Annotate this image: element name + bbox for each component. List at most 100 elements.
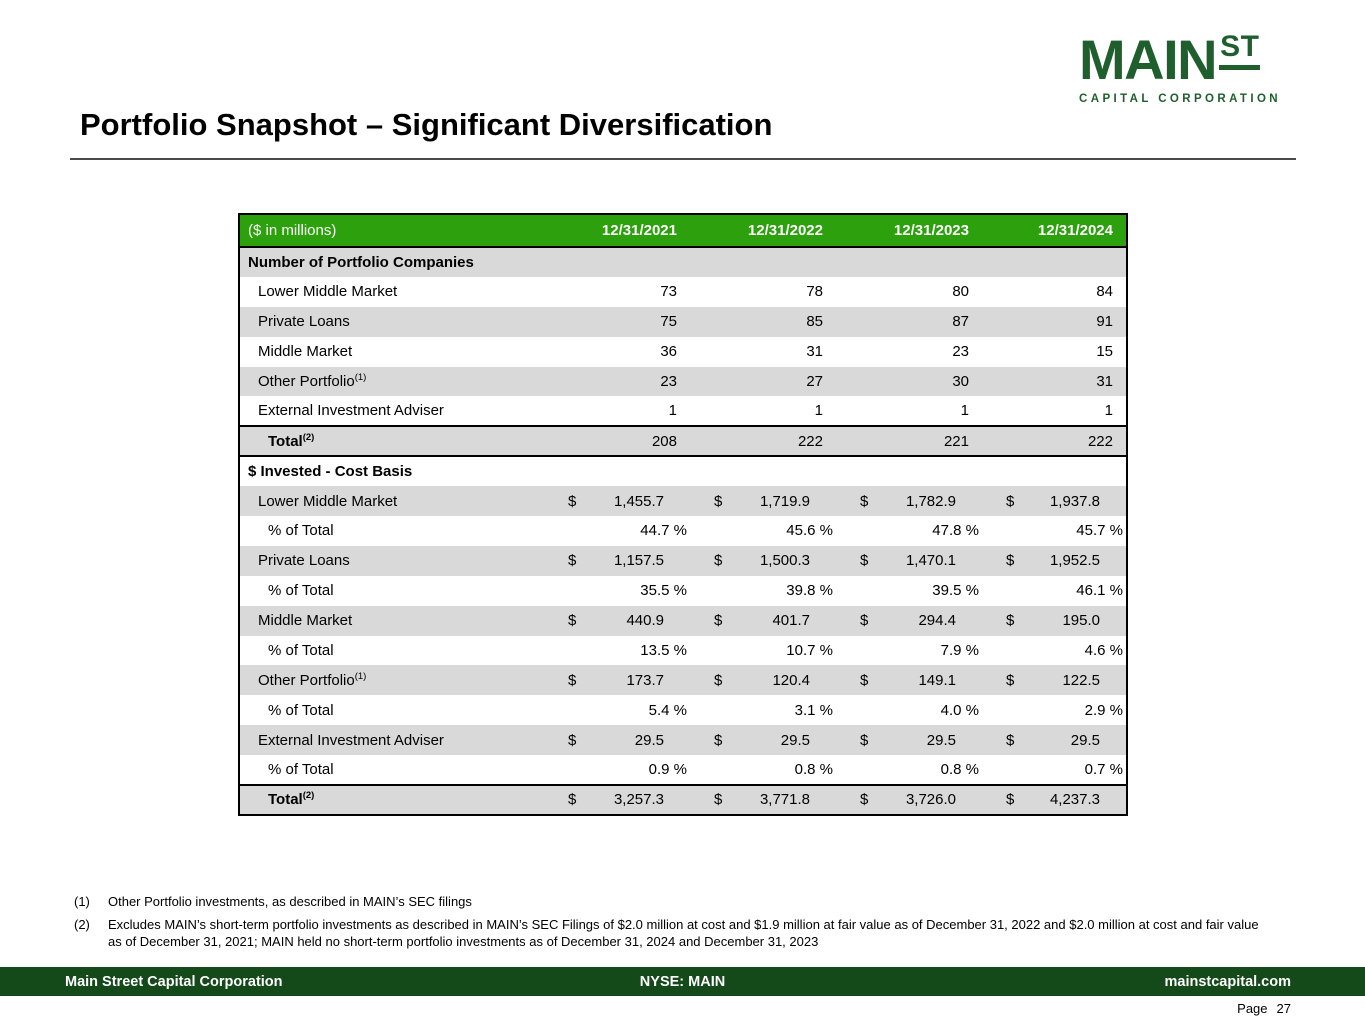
dollar-sign: $ <box>714 492 723 510</box>
table-row: % of Total 5.4 % 3.1 % 4.0 % 2.9 % <box>239 695 1127 726</box>
dollar-sign: $ <box>860 492 869 510</box>
footnote-1-text: Other Portfolio investments, as describe… <box>108 894 472 909</box>
dollar-value: 29.5 <box>926 731 956 749</box>
value-cell: 23 <box>952 343 969 361</box>
logo-subtitle: CAPITAL CORPORATION <box>1079 93 1281 105</box>
value-cell: 31 <box>1096 373 1113 390</box>
column-header-2024: 12/31/2024 <box>1037 222 1113 239</box>
row-label: Total(2) <box>268 790 315 809</box>
value-cell: 78 <box>806 283 823 301</box>
value-cell: 47.8 % <box>932 522 979 540</box>
value-cell: 10.7 % <box>786 642 833 660</box>
page-number-label: Page <box>1237 1001 1268 1016</box>
value-cell: $4,237.3 <box>982 785 1127 815</box>
table-row: Total(2) 208 222 221 222 <box>239 426 1127 457</box>
value-cell: $401.7 <box>690 606 836 636</box>
footer-website: mainstcapital.com <box>1164 973 1291 990</box>
value-cell: $120.4 <box>690 665 836 695</box>
units-header: ($ in millions) <box>248 222 337 239</box>
value-cell: 15 <box>1096 343 1113 361</box>
dollar-value: 122.5 <box>1062 671 1100 689</box>
table-row: $ Invested - Cost Basis <box>239 456 1127 487</box>
row-label: Total(2) <box>268 431 315 450</box>
row-label: External Investment Adviser <box>258 731 444 749</box>
dollar-value: 1,500.3 <box>759 552 810 570</box>
value-cell: 84 <box>1096 283 1113 301</box>
footnote-1-marker: (1) <box>74 894 90 909</box>
value-cell: $195.0 <box>982 606 1127 636</box>
page-number: Page 27 <box>1237 1001 1291 1016</box>
value-cell: $1,455.7 <box>544 486 690 516</box>
page-number-value: 27 <box>1276 1001 1291 1016</box>
dollar-sign: $ <box>1006 791 1015 809</box>
footer-company-name: Main Street Capital Corporation <box>65 973 283 990</box>
table-row: Other Portfolio(1) 23 27 30 31 <box>239 366 1127 397</box>
company-logo: MAIN ST CAPITAL CORPORATION <box>1079 28 1281 106</box>
table-header-row: ($ in millions) 12/31/2021 12/31/2022 12… <box>239 214 1127 247</box>
row-label: Other Portfolio(1) <box>258 372 367 390</box>
page-title: Portfolio Snapshot – Significant Diversi… <box>80 107 773 142</box>
dollar-sign: $ <box>860 671 869 689</box>
row-label: External Investment Adviser <box>258 402 444 420</box>
dollar-sign: $ <box>1006 552 1015 570</box>
value-cell: $3,726.0 <box>836 785 982 815</box>
dollar-sign: $ <box>714 671 723 689</box>
footnote-1: (1) Other Portfolio investments, as desc… <box>74 894 1270 910</box>
row-label: % of Total <box>268 642 334 660</box>
dollar-value: 294.4 <box>918 612 956 630</box>
dollar-value: 1,937.8 <box>1049 492 1100 510</box>
table-row: Other Portfolio(1) $173.7 $120.4 $149.1 $122… <box>239 665 1127 696</box>
value-cell: $1,782.9 <box>836 486 982 516</box>
logo-main-text: MAIN <box>1079 28 1218 91</box>
dollar-sign: $ <box>1006 492 1015 510</box>
row-label: Middle Market <box>258 612 353 630</box>
footnote-2: (2) Excludes MAIN’s short-term portfolio… <box>74 917 1270 950</box>
dollar-sign: $ <box>568 731 577 749</box>
dollar-sign: $ <box>1006 612 1015 630</box>
value-cell: 80 <box>952 283 969 301</box>
value-cell: 39.8 % <box>786 582 833 600</box>
value-cell: $1,719.9 <box>690 486 836 516</box>
value-cell: $29.5 <box>690 725 836 755</box>
row-label: % of Total <box>268 522 334 540</box>
value-cell: 30 <box>952 373 969 390</box>
dollar-sign: $ <box>714 731 723 749</box>
row-label: % of Total <box>268 761 334 779</box>
value-cell: $29.5 <box>982 725 1127 755</box>
value-cell: 75 <box>660 313 677 331</box>
dollar-value: 3,771.8 <box>759 791 810 809</box>
value-cell: 4.6 % <box>1084 642 1123 660</box>
dollar-value: 1,719.9 <box>759 492 810 510</box>
row-label: Lower Middle Market <box>258 283 398 301</box>
value-cell: $1,157.5 <box>544 546 690 576</box>
dollar-sign: $ <box>1006 731 1015 749</box>
value-cell: 5.4 % <box>648 701 687 719</box>
value-cell: 85 <box>806 313 823 331</box>
dollar-sign: $ <box>714 552 723 570</box>
title-divider <box>70 158 1296 160</box>
table-row: Number of Portfolio Companies <box>239 247 1127 277</box>
value-cell: $3,771.8 <box>690 785 836 815</box>
value-cell: $1,937.8 <box>982 486 1127 516</box>
row-label: Lower Middle Market <box>258 492 398 510</box>
dollar-value: 440.9 <box>626 612 664 630</box>
table-row: External Investment Adviser $29.5 $29.5 $29… <box>239 725 1127 756</box>
dollar-sign: $ <box>714 791 723 809</box>
footnotes: (1) Other Portfolio investments, as desc… <box>74 894 1270 957</box>
section-label: Number of Portfolio Companies <box>248 253 474 271</box>
value-cell: 45.7 % <box>1076 522 1123 540</box>
table-row: Middle Market $440.9 $401.7 $294.4 $195.0 <box>239 605 1127 636</box>
value-cell: $1,500.3 <box>690 546 836 576</box>
dollar-value: 29.5 <box>780 731 810 749</box>
footer-bar: Main Street Capital Corporation NYSE: MA… <box>0 967 1365 996</box>
value-cell: $3,257.3 <box>544 785 690 815</box>
table-row: Lower Middle Market $1,455.7 $1,719.9 $1,78… <box>239 486 1127 517</box>
dollar-value: 29.5 <box>634 731 664 749</box>
dollar-value: 1,952.5 <box>1049 552 1100 570</box>
table-row: % of Total 0.9 % 0.8 % 0.8 % 0.7 % <box>239 755 1127 786</box>
table-row: Private Loans $1,157.5 $1,500.3 $1,470.1 $1,… <box>239 545 1127 576</box>
value-cell: 27 <box>806 373 823 390</box>
value-cell: $1,952.5 <box>982 546 1127 576</box>
value-cell: 222 <box>797 432 823 450</box>
dollar-sign: $ <box>860 731 869 749</box>
